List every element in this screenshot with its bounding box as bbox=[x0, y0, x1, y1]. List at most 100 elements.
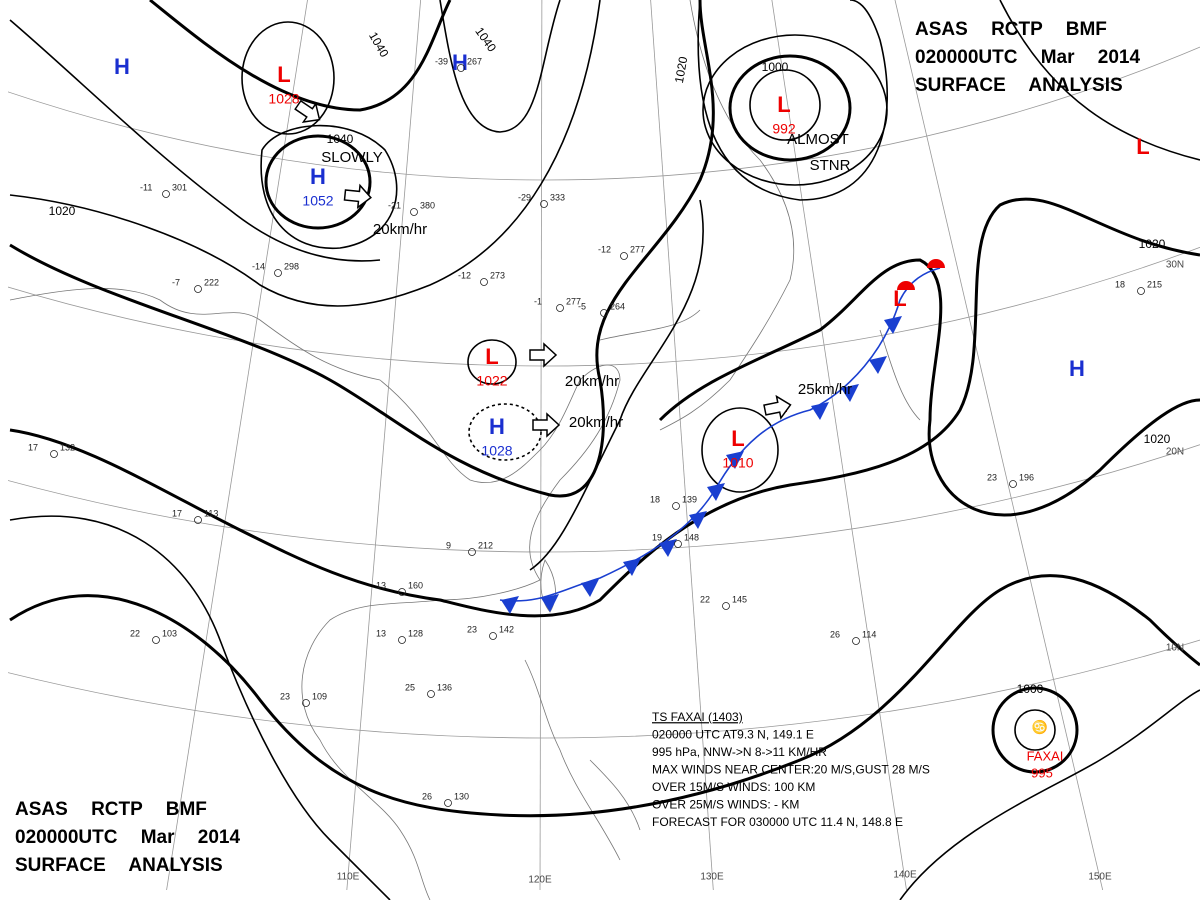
station-circle bbox=[556, 304, 564, 312]
motion-label: ALMOST bbox=[787, 131, 849, 148]
typhoon-bulletin-line: OVER 15M/S WINDS: 100 KM bbox=[652, 780, 815, 794]
pressure-system-symbol: H bbox=[310, 164, 326, 189]
station-circle bbox=[852, 637, 860, 645]
pressure-system-symbol: L bbox=[731, 426, 744, 451]
station-circle bbox=[444, 799, 452, 807]
station-circle bbox=[274, 269, 282, 277]
title-line: 020000UTC Mar 2014 bbox=[15, 827, 240, 848]
station-pressure: 160 bbox=[408, 580, 423, 590]
station-temperature: 23 bbox=[987, 472, 997, 482]
station-pressure: 277 bbox=[566, 296, 581, 306]
isobar-label: 1000 bbox=[762, 60, 789, 74]
pressure-system-symbol: L bbox=[893, 286, 906, 311]
station-circle bbox=[398, 588, 406, 596]
station-pressure: 222 bbox=[204, 277, 219, 287]
station-circle bbox=[427, 690, 435, 698]
isobar-label: 1020 bbox=[672, 55, 690, 84]
station-temperature: -29 bbox=[518, 192, 531, 202]
warm-front-semicircle bbox=[927, 259, 945, 268]
pressure-system-symbol: H bbox=[452, 50, 468, 75]
station-temperature: 26 bbox=[422, 791, 432, 801]
longitude-label: 120E bbox=[528, 875, 552, 886]
motion-label: 20km/hr bbox=[569, 414, 623, 431]
motion-label: 20km/hr bbox=[373, 221, 427, 238]
station-pressure: 103 bbox=[162, 628, 177, 638]
isobar-label: 1000 bbox=[1017, 682, 1044, 696]
station-temperature: -21 bbox=[388, 200, 401, 210]
station-circle bbox=[489, 632, 497, 640]
isobar-label: 1020 bbox=[49, 204, 76, 218]
longitude-label: 150E bbox=[1088, 872, 1112, 883]
station-temperature: -7 bbox=[172, 277, 180, 287]
station-temperature: 22 bbox=[700, 594, 710, 604]
station-circle bbox=[540, 200, 548, 208]
station-circle bbox=[50, 450, 58, 458]
longitude-label: 110E bbox=[337, 872, 360, 883]
station-circle bbox=[410, 208, 418, 216]
motion-arrow bbox=[529, 342, 558, 368]
motion-label: SLOWLY bbox=[321, 149, 382, 166]
station-temperature: -39 bbox=[435, 56, 448, 66]
station-pressure: 128 bbox=[408, 628, 423, 638]
typhoon-symbol: ♋ bbox=[1032, 719, 1048, 734]
station-pressure: 132 bbox=[60, 442, 75, 452]
station-pressure: 130 bbox=[454, 791, 469, 801]
station-pressure: 113 bbox=[204, 508, 218, 518]
labels: ASAS RCTP BMF 020000UTC Mar 2014 SURFACE A… bbox=[15, 19, 1184, 886]
station-temperature: 22 bbox=[130, 628, 140, 638]
title-line: ASAS RCTP BMF bbox=[15, 799, 207, 820]
typhoon-bulletin-line: TS FAXAI (1403) bbox=[652, 710, 743, 724]
motion-arrow bbox=[343, 183, 372, 209]
station-pressure: 333 bbox=[550, 192, 565, 202]
station-circle bbox=[194, 516, 202, 524]
cold-front-triangle bbox=[623, 558, 641, 576]
title-line: ASAS RCTP BMF bbox=[915, 19, 1107, 40]
station-pressure: 215 bbox=[1147, 279, 1162, 289]
station-temperature: -12 bbox=[458, 270, 471, 280]
latitude-label: 20N bbox=[1166, 447, 1184, 458]
title-line: SURFACE ANALYSIS bbox=[15, 855, 223, 876]
latitude-label: 30N bbox=[1166, 260, 1184, 271]
station-temperature: 17 bbox=[172, 508, 182, 518]
station-temperature: 18 bbox=[650, 494, 660, 504]
station-temperature: -5 bbox=[578, 301, 586, 311]
typhoon-bulletin-line: 995 hPa, NNW->N 8->11 KM/HR bbox=[652, 745, 827, 759]
pressure-system-symbol: H bbox=[489, 414, 505, 439]
longitude-label: 140E bbox=[893, 870, 917, 881]
typhoon-bulletin-line: OVER 25M/S WINDS: - KM bbox=[652, 798, 799, 812]
station-temperature: -14 bbox=[252, 261, 265, 271]
station-pressure: 109 bbox=[312, 691, 327, 701]
station-circle bbox=[1137, 287, 1145, 295]
motion-label: 20km/hr bbox=[565, 373, 619, 390]
station-pressure: 136 bbox=[437, 682, 452, 692]
station-circle bbox=[722, 602, 730, 610]
station-pressure: 267 bbox=[467, 56, 482, 66]
latitude-label: 10N bbox=[1166, 643, 1184, 654]
cold-front-triangle bbox=[689, 511, 707, 529]
pressure-system-symbol: H bbox=[1069, 356, 1085, 381]
station-pressure: 380 bbox=[420, 200, 435, 210]
typhoon-name: FAXAI bbox=[1027, 748, 1064, 763]
cold-front-triangle bbox=[811, 402, 829, 420]
station-pressure: 273 bbox=[490, 270, 505, 280]
station-circle bbox=[620, 252, 628, 260]
central-pressure: 1022 bbox=[476, 373, 507, 389]
station-pressure: 148 bbox=[684, 532, 699, 542]
station-temperature: 9 bbox=[446, 540, 451, 550]
station-pressure: 301 bbox=[172, 182, 187, 192]
typhoon-bulletin-line: MAX WINDS NEAR CENTER:20 M/S,GUST 28 M/S bbox=[652, 763, 930, 777]
station-circle bbox=[674, 540, 682, 548]
pressure-system-symbol: H bbox=[114, 54, 130, 79]
station-circle bbox=[162, 190, 170, 198]
station-circle bbox=[152, 636, 160, 644]
cold-front-triangle bbox=[581, 579, 599, 597]
station-pressure: 145 bbox=[732, 594, 747, 604]
station-circle bbox=[457, 64, 465, 72]
isobars bbox=[9, 0, 1200, 900]
typhoon-pressure: 995 bbox=[1031, 765, 1053, 780]
cold-front-triangle bbox=[501, 596, 519, 614]
station-temperature: -11 bbox=[140, 182, 152, 192]
pressure-system-symbol: L bbox=[777, 92, 790, 117]
